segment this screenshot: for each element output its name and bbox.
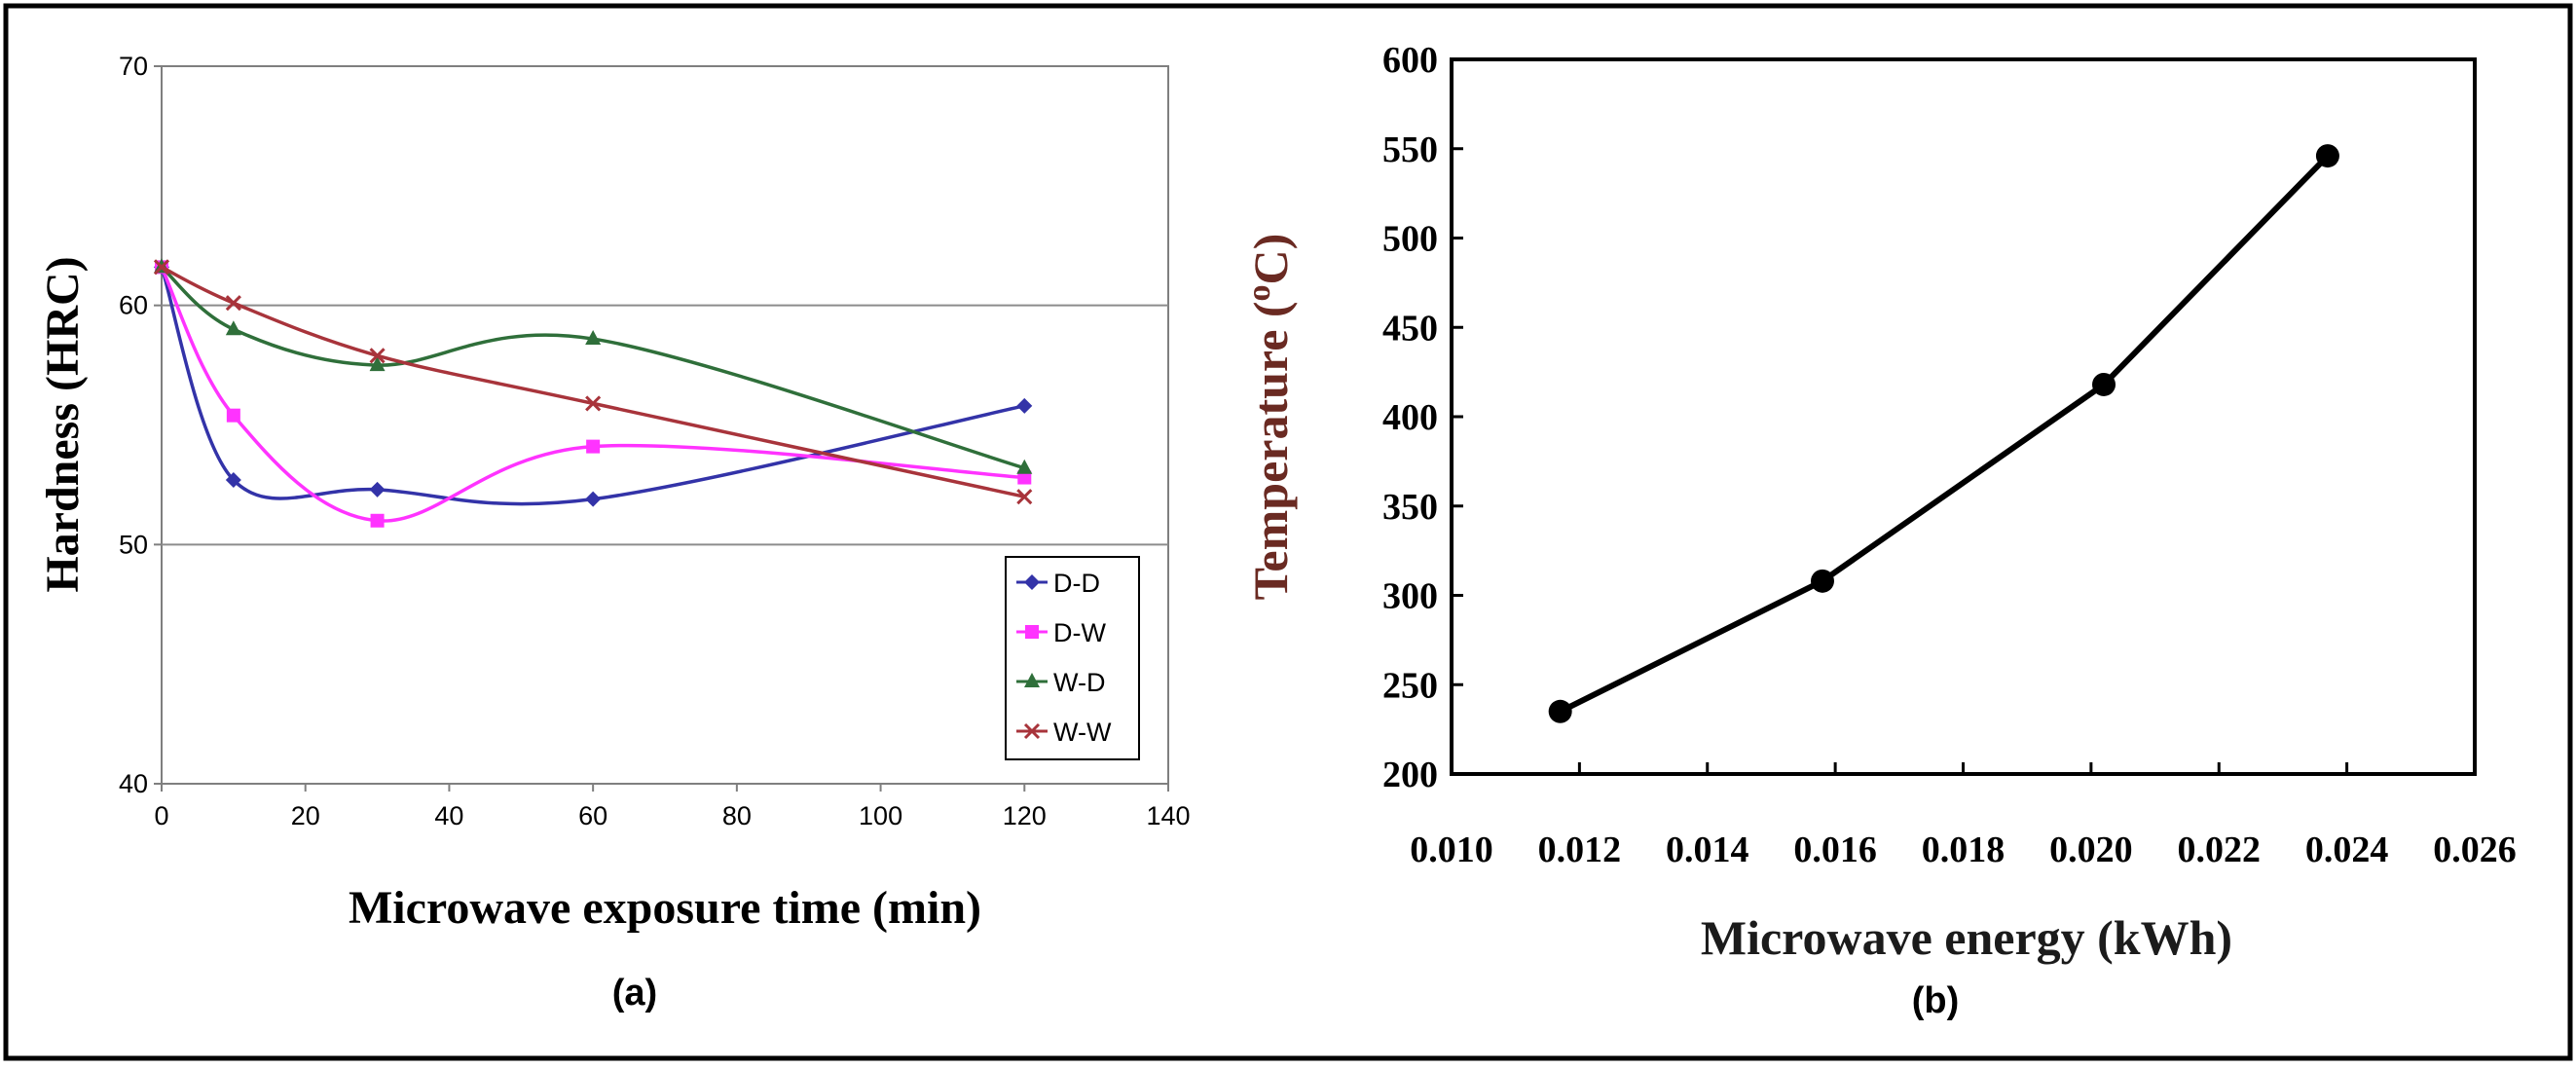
chart-b-x-tick-label: 0.012 (1538, 829, 1622, 870)
legend-label: W-D (1053, 668, 1106, 697)
chart-b-y-ticks: 200 250 300 350 400 450 500 550 600 (1382, 40, 1463, 795)
legend-marker (1025, 625, 1039, 639)
chart-b-series-line (1559, 153, 2331, 715)
chart-b-y-axis-title-main: Temperature ( (1243, 301, 1298, 600)
chart-a-series (153, 258, 1033, 528)
chart-b-y-tick-label: 500 (1382, 219, 1438, 260)
chart-a-y-tick-label: 70 (119, 52, 148, 81)
series-d-w-point (586, 439, 601, 454)
series-d-d-point (225, 472, 241, 489)
series-d-w-line (160, 266, 1025, 523)
series-w-w-point (153, 259, 170, 276)
chart-a-x-tick-label: 140 (1146, 801, 1190, 830)
chart-a-legend: D-D D-W W-D W-W (1005, 556, 1140, 760)
chart-b-y-tick-label: 250 (1382, 665, 1438, 706)
legend-label: W-W (1053, 718, 1112, 747)
series-w-w-point (1016, 489, 1033, 505)
chart-a-x-tick-label: 20 (291, 801, 320, 830)
chart-b-x-ticks: 0.010 0.012 0.014 0.016 0.018 0.020 0.022 0.024… (1410, 762, 2517, 870)
figure-frame (3, 3, 2573, 1061)
chart-b-y-tick-label: 400 (1382, 397, 1438, 438)
series-w-w (153, 259, 1033, 505)
chart-a-x-ticks: 0 20 40 60 80 100 120 140 (154, 784, 1191, 830)
chart-b-y-tick-label: 350 (1382, 487, 1438, 528)
chart-b-data-point (1810, 569, 1834, 593)
legend-marker (1024, 673, 1040, 687)
chart-b-x-tick-label: 0.018 (1922, 829, 2006, 870)
series-w-d-point (585, 330, 602, 346)
series-w-w-point (585, 395, 602, 412)
chart-a-x-tick-label: 60 (578, 801, 607, 830)
legend-label: D-D (1053, 569, 1100, 598)
chart-b-x-tick-label: 0.014 (1666, 829, 1749, 870)
chart-a-gridlines (162, 304, 1168, 546)
chart-b-data-point (2315, 144, 2339, 168)
chart-b-x-tick-label: 0.024 (2305, 829, 2389, 870)
chart-a-x-tick-label: 100 (859, 801, 902, 830)
chart-b-x-tick-label: 0.020 (2049, 829, 2133, 870)
legend-marker (1024, 574, 1040, 590)
series-d-w-point (370, 513, 385, 528)
panel-label-b: (b) (1912, 980, 1960, 1021)
chart-a-x-axis-title: Microwave exposure time (min) (349, 882, 981, 934)
chart-b-y-tick-label: 200 (1382, 755, 1438, 795)
chart-b-data-point (2092, 372, 2116, 396)
chart-b-x-tick-label: 0.016 (1793, 829, 1877, 870)
chart-a-x-tick-label: 120 (1003, 801, 1047, 830)
legend-label: D-W (1053, 618, 1106, 647)
chart-b-x-axis-title: Microwave energy (kWh) (1701, 910, 2232, 965)
chart-b-y-tick-label: 450 (1382, 308, 1438, 349)
chart-b-y-tick-label: 600 (1382, 40, 1438, 81)
series-d-d-point (1016, 397, 1033, 414)
series-d-w-point (1017, 470, 1032, 485)
series-d-w-point (226, 408, 240, 423)
chart-a-y-tick-label: 60 (119, 291, 148, 320)
chart-b-y-tick-label: 300 (1382, 576, 1438, 617)
chart-b-data-point (1548, 699, 1572, 723)
chart-a-x-tick-label: 40 (434, 801, 463, 830)
chart-a-y-tick-label: 50 (119, 530, 148, 559)
chart-b-y-axis-title-superscript: o (1241, 284, 1277, 301)
chart-b-x-tick-label: 0.022 (2178, 829, 2262, 870)
chart-a-x-tick-label: 0 (154, 801, 168, 830)
series-w-d-point (369, 356, 386, 372)
series-d-d-point (585, 491, 602, 507)
series-d-d-point (369, 481, 386, 498)
series-w-w-point (225, 295, 241, 312)
chart-a: 40 50 60 70 0 20 40 60 80 100 120 140 D-D D-W W-D W-W… (37, 52, 1191, 1014)
chart-b-y-tick-label: 550 (1382, 129, 1438, 170)
chart-b-y-axis-title-end: C) (1243, 234, 1298, 285)
chart-a-y-tick-label: 40 (119, 769, 148, 798)
chart-a-y-axis-title: Hardness (HRC) (37, 256, 89, 592)
series-w-d-point (1016, 459, 1033, 474)
chart-b-x-tick-label: 0.026 (2433, 829, 2517, 870)
chart-a-plot-frame (161, 65, 1169, 785)
chart-b-y-axis-title: Temperature (oC) (1241, 234, 1298, 601)
chart-a-y-ticks: 40 50 60 70 (119, 52, 162, 798)
chart-b-series (1548, 144, 2339, 723)
chart-a-x-tick-label: 80 (722, 801, 752, 830)
legend-marker (1023, 722, 1041, 740)
series-w-d-point (225, 320, 241, 336)
panel-label-a: (a) (612, 973, 657, 1014)
chart-b-x-tick-label: 0.010 (1410, 829, 1493, 870)
series-w-w-point (369, 348, 386, 364)
